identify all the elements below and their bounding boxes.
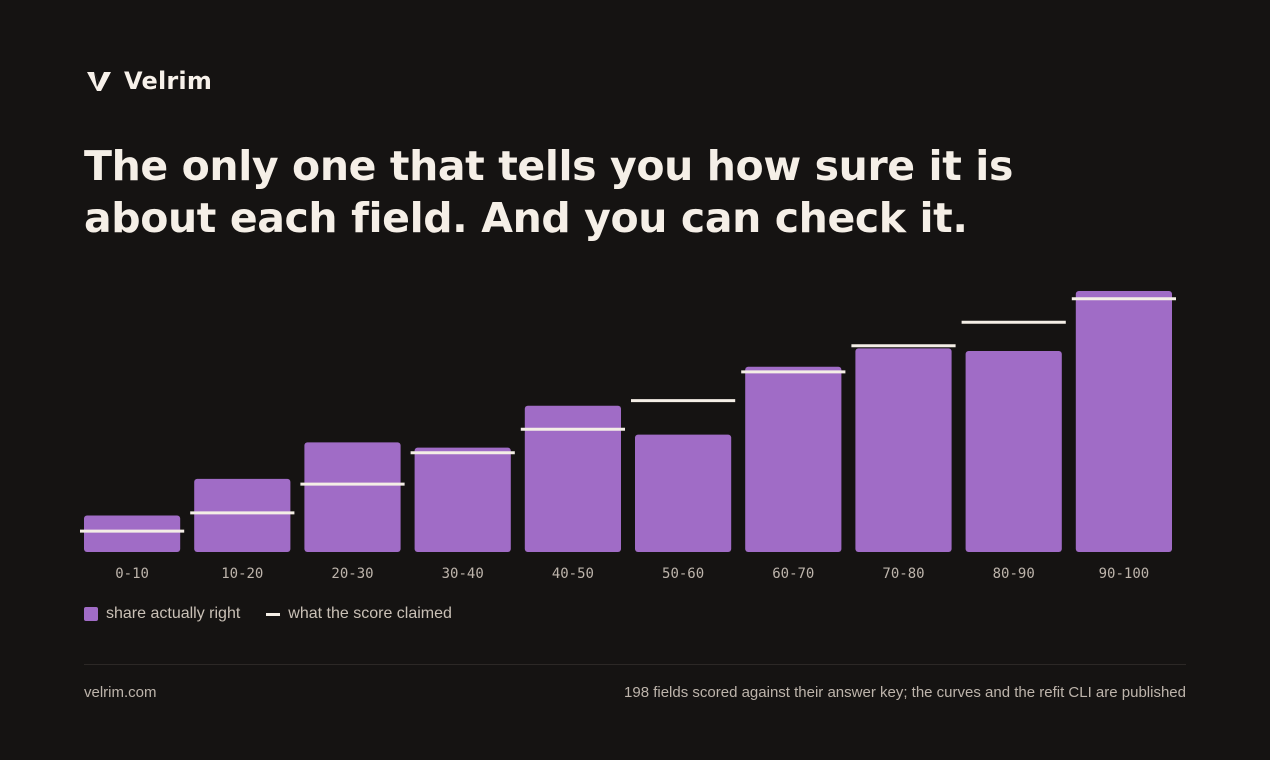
footer-note: 198 fields scored against their answer k… [624, 684, 1186, 701]
x-tick-30-40: 30-40 [442, 566, 484, 582]
bar-70-80 [855, 348, 952, 552]
x-tick-50-60: 50-60 [662, 566, 704, 582]
x-tick-90-100: 90-100 [1099, 566, 1150, 582]
legend-item-claimed: what the score claimed [266, 605, 452, 623]
brand-name: Velrim [124, 67, 213, 95]
bar-80-90 [965, 351, 1062, 552]
headline-line-1: The only one that tells you how sure it … [84, 142, 1013, 190]
bar-90-100 [1075, 291, 1172, 552]
legend-label-claimed: what the score claimed [288, 605, 452, 622]
x-tick-10-20: 10-20 [221, 566, 263, 582]
bar-20-30 [304, 442, 401, 552]
calibration-bar-chart: 0-10 10-20 20-30 30-40 40-50 50-60 60-70 70-80 8… [80, 291, 1176, 582]
legend-label-actual: share actually right [106, 605, 241, 622]
legend-item-actual: share actually right [84, 605, 240, 623]
x-tick-0-10: 0-10 [115, 566, 149, 582]
x-tick-20-30: 20-30 [331, 566, 373, 582]
legend-swatch-line [266, 612, 281, 616]
bar-60-70 [745, 366, 842, 552]
x-tick-40-50: 40-50 [552, 566, 594, 582]
bar-0-10 [84, 515, 181, 552]
headline-line-2: about each field. And you can check it. [84, 194, 968, 242]
headline: The only one that tells you how sure it … [84, 140, 1013, 244]
brand: Velrim [86, 67, 212, 95]
bar-30-40 [414, 447, 511, 552]
bar-10-20 [194, 478, 291, 552]
x-tick-80-90: 80-90 [993, 566, 1035, 582]
legend: share actually right what the score clai… [84, 605, 452, 623]
bar-50-60 [635, 434, 732, 552]
bar-40-50 [524, 405, 621, 552]
x-tick-70-80: 70-80 [882, 566, 924, 582]
footer-site: velrim.com [84, 684, 157, 701]
bars-layer [84, 291, 1172, 552]
x-tick-labels: 0-10 10-20 20-30 30-40 40-50 50-60 60-70 70-80 8… [115, 566, 1149, 582]
legend-swatch-bar [84, 607, 98, 621]
claimed-markers-layer [80, 297, 1176, 533]
footer-divider [84, 664, 1186, 665]
x-tick-60-70: 60-70 [772, 566, 814, 582]
velrim-v-logo-icon [87, 72, 111, 91]
